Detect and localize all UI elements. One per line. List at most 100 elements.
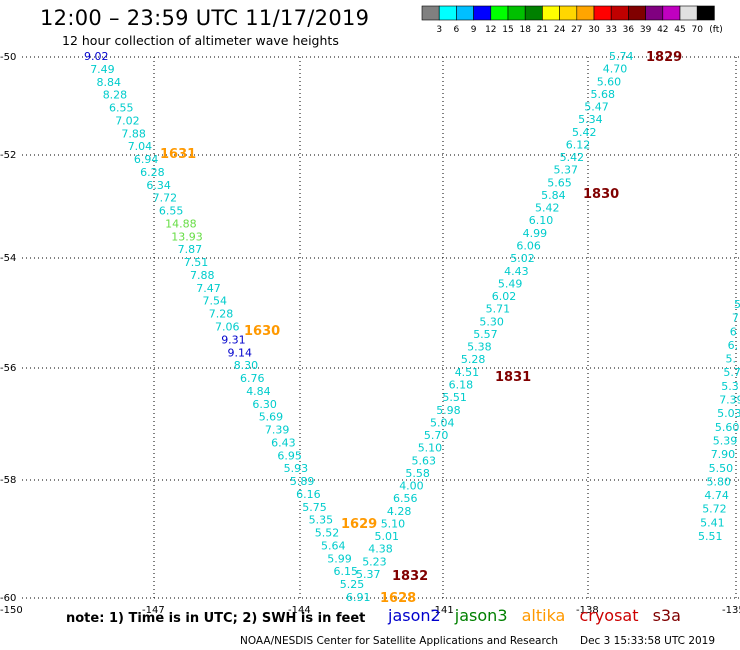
wave-height-value: 6.10 — [529, 214, 554, 227]
wave-height-value: 5.03 — [717, 407, 740, 420]
wave-height-value: 8.84 — [97, 76, 122, 89]
wave-height-value: 6 — [730, 325, 737, 338]
wave-height-value: 9.02 — [84, 50, 109, 63]
wave-height-value: 5.10 — [381, 518, 406, 531]
wave-height-value: 5.50 — [709, 462, 734, 475]
wave-height-value: 5.80 — [707, 475, 732, 488]
wave-height-value: 7.04 — [128, 140, 153, 153]
wave-height-value: 5.51 — [442, 391, 467, 404]
wave-height-value: 5.28 — [461, 353, 486, 366]
footer-note: note: 1) Time is in UTC; 2) SWH is in fe… — [66, 611, 366, 626]
longitude-label: -135 — [722, 605, 740, 616]
wave-height-value: 5 — [734, 298, 740, 311]
wave-height-value: 5.23 — [362, 555, 387, 568]
wave-height-value: 5.58 — [405, 467, 430, 480]
ground-track-middle: 5.744.705.605.685.475.345.426.125.425.37… — [356, 50, 634, 581]
pass-time-label: 1831 — [495, 370, 531, 385]
wave-height-value: 5.47 — [584, 101, 609, 114]
wave-height-value: 5.74 — [609, 50, 634, 63]
generation-timestamp: Dec 3 15:33:58 UTC 2019 — [580, 635, 716, 647]
colorbar-tick: 9 — [471, 25, 477, 35]
wave-height-value: 7.88 — [121, 127, 145, 140]
pass-time-label: 1830 — [583, 187, 619, 202]
wave-height-value: 5.72 — [702, 503, 727, 516]
wave-height-value: 7.39 — [719, 394, 740, 407]
pass-time-label: 1829 — [646, 50, 682, 65]
wave-height-value: 4.38 — [368, 543, 393, 556]
ground-track-west: 9.027.498.848.286.557.027.887.046.946.28… — [84, 50, 371, 604]
longitude-label: -147 — [142, 605, 165, 616]
credit-line: NOAA/NESDIS Center for Satellite Applica… — [240, 635, 558, 647]
wave-height-value: 6.55 — [159, 205, 184, 218]
wave-height-value: 7.02 — [115, 114, 140, 127]
wave-height-value: 5.7 — [723, 366, 740, 379]
graticule — [22, 56, 740, 600]
wave-height-value: 5.60 — [715, 421, 740, 434]
wave-height-value: 6.76 — [240, 372, 265, 385]
wave-height-value: 7.72 — [153, 192, 178, 205]
wave-height-value: 5.69 — [259, 411, 284, 424]
wave-height-value: 5.49 — [498, 277, 523, 290]
wave-height-value: 6.02 — [492, 290, 517, 303]
wave-height-value: 7.49 — [90, 63, 115, 76]
wave-height-value: 7 — [732, 312, 739, 325]
wave-height-value: 7.54 — [203, 295, 228, 308]
wave-height-value: 4.28 — [387, 505, 412, 518]
colorbar-tick: 36 — [623, 25, 635, 35]
wave-height-value: 5.98 — [436, 404, 461, 417]
longitude-label: -141 — [431, 605, 454, 616]
wave-height-value: 5.60 — [597, 75, 622, 88]
map-title: 12:00 – 23:59 UTC 11/17/2019 — [40, 6, 370, 30]
latitude-label: -58 — [0, 475, 16, 486]
wave-height-value: 6.56 — [393, 492, 418, 505]
wave-height-value: 6.91 — [346, 591, 371, 604]
wave-height-value: 5.42 — [572, 126, 597, 139]
wave-height-value: 14.88 — [165, 218, 197, 231]
wave-height-value: 6.06 — [516, 240, 541, 253]
wave-height-value: 5.51 — [698, 530, 723, 543]
wave-height-value: 13.93 — [171, 230, 203, 243]
wave-height-value: 5.68 — [591, 88, 616, 101]
colorbar-tick: 30 — [588, 25, 600, 35]
colorbar-tick: 45 — [674, 25, 685, 35]
wave-height-value: 5.42 — [535, 202, 560, 215]
pass-time-label: 1628 — [380, 591, 416, 606]
wave-height-value: 7.28 — [209, 308, 234, 321]
ground-track-east: 5766.5.5.75.37.395.035.605.397.905.505.8… — [698, 298, 740, 543]
wave-height-value: 5.34 — [578, 113, 603, 126]
wave-height-value: 5.52 — [315, 527, 340, 540]
color-scale-legend: 3 6 9 12 15 18 21 24 27 30 33 36 39 42 45 70 (ft) — [421, 5, 723, 35]
wave-height-value: 5.93 — [284, 462, 309, 475]
colorbar-tick: 24 — [554, 25, 566, 35]
colorbar-tick: 6 — [454, 25, 460, 35]
wave-height-value: 6.43 — [271, 436, 296, 449]
wave-height-value: 5.01 — [375, 530, 400, 543]
wave-height-value: 9.14 — [228, 346, 253, 359]
wave-height-value: 5.89 — [290, 475, 315, 488]
wave-height-value: 5.25 — [340, 578, 365, 591]
colorbar-tick: 18 — [519, 25, 531, 35]
wave-height-value: 5.64 — [321, 540, 346, 553]
wave-height-value: 5.41 — [700, 516, 725, 529]
wave-height-value: 5.42 — [560, 151, 585, 164]
wave-height-value: 5.71 — [486, 303, 511, 316]
latitude-label: -56 — [0, 363, 16, 374]
wave-height-value: 5.39 — [713, 435, 738, 448]
latitude-label: -50 — [0, 52, 16, 63]
colorbar-tick: 15 — [502, 25, 513, 35]
wave-height-value: 9.31 — [221, 333, 246, 346]
wave-height-value: 4.74 — [704, 489, 729, 502]
wave-height-value: 6.95 — [277, 449, 302, 462]
wave-height-value: 8.28 — [103, 89, 128, 102]
colorbar-tick: 42 — [657, 25, 668, 35]
wave-height-value: 5.35 — [309, 514, 334, 527]
wave-height-value: 4.00 — [399, 480, 424, 493]
wave-height-value: 6.34 — [146, 179, 171, 192]
colorbar-tick: 3 — [436, 25, 442, 35]
pass-time-labels: 1631 1630 1629 1628 1829 1830 1831 1832 — [160, 50, 682, 606]
axis-labels: -50 -52 -54 -56 -58 -60-150 -147 -144 -141 -138 -1… — [0, 52, 740, 616]
latitude-label: -60 — [0, 593, 16, 604]
wave-height-value: 7.90 — [711, 448, 736, 461]
colorbar-unit: (ft) — [709, 25, 723, 35]
